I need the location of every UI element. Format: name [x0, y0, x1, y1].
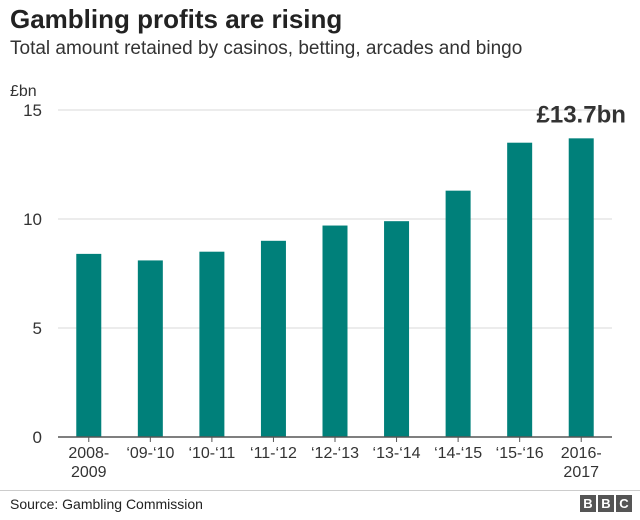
x-tick-label: 2016-2017 — [561, 445, 602, 481]
chart-title: Gambling profits are rising — [10, 4, 343, 34]
x-tick-label: ‘10-‘11 — [188, 445, 235, 462]
x-tick-label: ‘12-‘13 — [311, 445, 359, 462]
x-tick-label: ‘15-‘16 — [496, 445, 544, 462]
x-tick-label: ‘09-‘10 — [126, 445, 174, 462]
bar-chart: £bn 0 5 10 15 2008-2009 ‘09-‘10 ‘10-‘11 ‘11-‘12 ‘… — [10, 83, 626, 481]
source-note: Source: Gambling Commission — [10, 496, 203, 512]
y-tick-label: 5 — [33, 319, 42, 338]
bar — [384, 221, 410, 437]
logo-letter: C — [616, 495, 632, 512]
bar — [137, 260, 163, 437]
bar — [199, 251, 225, 437]
bbc-logo: B B C — [580, 495, 632, 512]
value-callout: £13.7bn — [537, 101, 626, 128]
logo-letter: B — [580, 495, 596, 512]
footer-divider — [0, 490, 640, 491]
x-tick-label: ‘13-‘14 — [373, 445, 421, 462]
y-unit-label: £bn — [10, 83, 37, 100]
y-tick-label: 0 — [33, 428, 42, 447]
x-tick-label: ‘14-‘15 — [434, 445, 482, 462]
logo-letter: B — [598, 495, 614, 512]
bar — [322, 225, 348, 437]
x-tick-label: 2008-2009 — [68, 445, 109, 481]
chart-subtitle: Total amount retained by casinos, bettin… — [10, 38, 523, 59]
bar — [568, 138, 594, 437]
y-tick-label: 10 — [23, 210, 42, 229]
bar — [445, 190, 471, 437]
x-tick-label: ‘11-‘12 — [250, 445, 297, 462]
y-tick-label: 15 — [23, 101, 42, 120]
bar — [260, 240, 286, 437]
bar — [507, 142, 533, 437]
bar — [76, 253, 102, 437]
